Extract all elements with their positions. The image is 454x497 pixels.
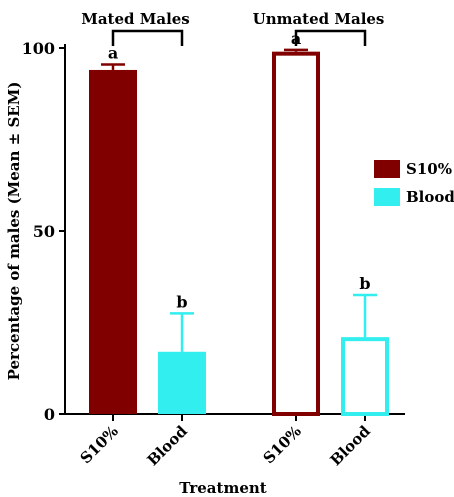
y-axis-title: Percentage of males (Mean ± SEM) bbox=[5, 82, 23, 381]
x-tick-label: S10% bbox=[260, 422, 305, 467]
bar bbox=[158, 351, 206, 414]
bars bbox=[89, 48, 389, 417]
legend: S10% Blood bbox=[374, 160, 454, 206]
x-axis-title: Treatment bbox=[179, 479, 266, 497]
bar bbox=[341, 337, 389, 417]
significance-letter: a bbox=[108, 43, 118, 62]
legend-label: S10% bbox=[406, 160, 452, 178]
legend-swatch bbox=[374, 160, 400, 178]
y-tick-label: 50 bbox=[33, 222, 55, 241]
x-tick-label: Blood bbox=[144, 422, 192, 470]
group-label: Unmated Males bbox=[253, 10, 385, 28]
legend-label: Blood bbox=[406, 188, 454, 206]
y-tick-label: 100 bbox=[22, 39, 55, 58]
group-bracket bbox=[111, 29, 184, 46]
legend-swatch bbox=[374, 188, 400, 206]
group-label: Mated Males bbox=[81, 10, 190, 28]
group-bracket bbox=[294, 29, 367, 46]
significance-letter: b bbox=[359, 274, 370, 293]
y-tick-label: 0 bbox=[44, 405, 55, 424]
axes: 0 50 100 Percentage of males (Mean ± SEM) Tr… bbox=[5, 39, 405, 497]
bar bbox=[272, 51, 320, 416]
x-tick-label: Blood bbox=[327, 422, 375, 470]
bar bbox=[89, 69, 137, 415]
significance-letter: b bbox=[176, 292, 187, 311]
x-tick-label: S10% bbox=[77, 422, 122, 467]
